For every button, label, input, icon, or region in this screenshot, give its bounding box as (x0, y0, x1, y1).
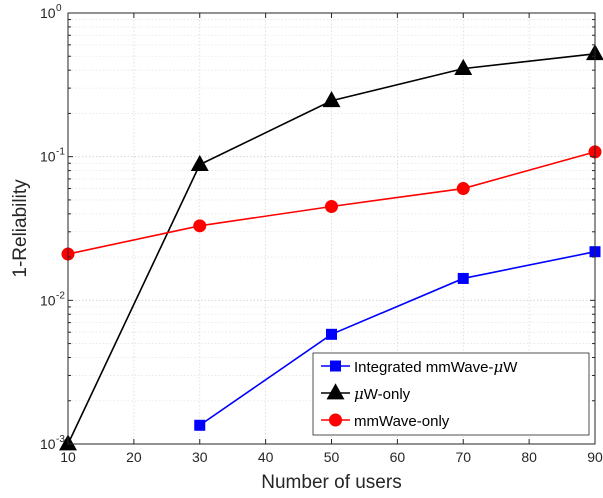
data-point (190, 154, 209, 172)
data-point (193, 219, 207, 233)
axis-ticks (67, 12, 596, 445)
x-tick-label: 30 (192, 449, 208, 465)
legend-box (312, 352, 590, 436)
svg-text:10: 10 (40, 149, 56, 165)
x-tick-label: 40 (258, 449, 274, 465)
legend-entry-0: Integrated mmWave-μW (321, 358, 518, 376)
data-point (457, 272, 469, 284)
x-tick-label: 70 (455, 449, 471, 465)
data-point (194, 419, 206, 431)
svg-text:-3: -3 (56, 434, 65, 445)
legend: Integrated mmWave-μW μW-only mmWave-only (312, 352, 590, 436)
y-tick-label: 10 0 (40, 3, 62, 21)
x-tick-labels: 10 20 30 40 50 60 70 80 90 (60, 449, 603, 465)
x-axis-title: Number of users (261, 472, 401, 493)
data-point (326, 383, 345, 400)
data-point (454, 58, 473, 76)
legend-label: mmWave-only (354, 413, 450, 430)
legend-label: Integrated mmWave-μW (354, 358, 518, 376)
legend-entry-2: mmWave-only (321, 413, 450, 430)
y-tick-label: 10 -1 (40, 147, 65, 165)
x-tick-label: 20 (126, 449, 142, 465)
svg-text:0: 0 (56, 3, 62, 14)
svg-text:-1: -1 (56, 147, 65, 158)
svg-text:10: 10 (40, 436, 56, 452)
x-tick-label: 10 (60, 449, 76, 465)
data-point (326, 328, 337, 340)
data-point (329, 413, 342, 427)
data-point (330, 360, 341, 372)
data-point (325, 199, 338, 213)
y-axis-title: 1-Reliability (10, 179, 31, 278)
grid (67, 13, 596, 445)
svg-text:10: 10 (40, 292, 56, 308)
legend-entry-1: μW-only (321, 383, 411, 403)
data-point (456, 182, 470, 196)
x-tick-label: 80 (521, 449, 537, 465)
x-tick-label: 60 (390, 449, 406, 465)
data-point (322, 91, 341, 108)
x-tick-label: 90 (587, 449, 603, 465)
legend-label: μW-only (354, 385, 411, 403)
series-line (199, 250, 596, 426)
svg-text:-2: -2 (56, 290, 65, 301)
svg-text:10: 10 (40, 5, 56, 21)
y-tick-label: 10 -2 (40, 290, 65, 308)
x-tick-label: 50 (324, 449, 340, 465)
y-tick-label: 10 -3 (40, 434, 65, 452)
